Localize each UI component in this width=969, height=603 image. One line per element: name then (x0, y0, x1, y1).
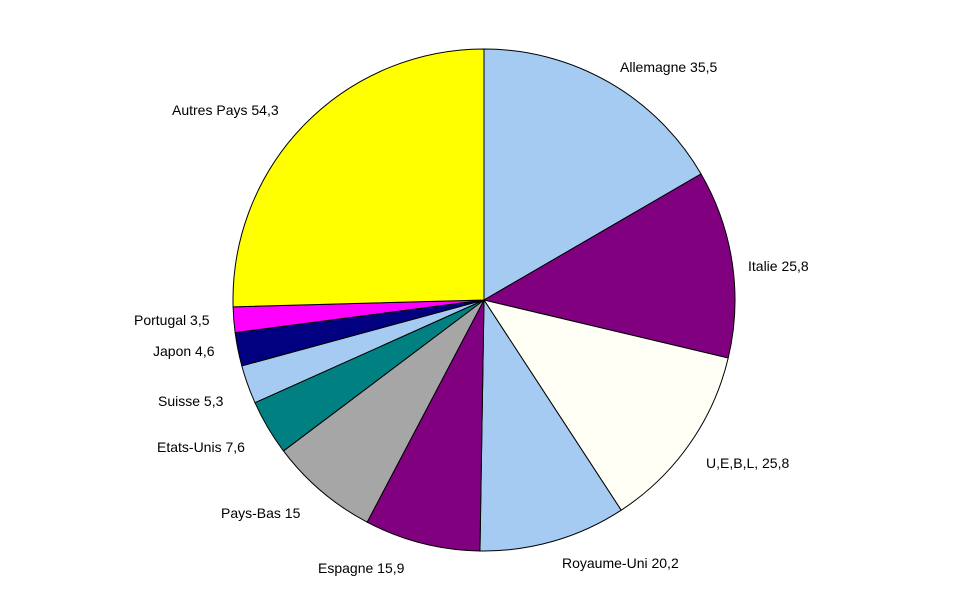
pie-label-etats-unis: Etats-Unis 7,6 (157, 439, 245, 455)
pie-slice-autres-pays (232, 48, 485, 308)
pie-slice-espagne (366, 299, 485, 552)
pie-slices (232, 48, 736, 552)
pie-label-suisse: Suisse 5,3 (158, 393, 224, 409)
pie-label-u-e-b-l: U,E,B,L, 25,8 (706, 455, 789, 471)
pie-slice-italie (483, 173, 736, 359)
pie-slice-u-e-b-l (483, 299, 729, 511)
pie-label-autres-pays: Autres Pays 54,3 (172, 102, 279, 118)
pie-label-japon: Japon 4,6 (153, 343, 215, 359)
pie-label-pays-bas: Pays-Bas 15 (221, 505, 301, 521)
pie-slice-allemagne (483, 48, 702, 301)
pie-slice-royaume-uni (479, 299, 622, 552)
pie-slice-pays-bas (282, 299, 485, 523)
pie-label-allemagne: Allemagne 35,5 (620, 59, 718, 75)
pie-label-royaume-uni: Royaume-Uni 20,2 (562, 555, 679, 571)
pie-label-italie: Italie 25,8 (748, 258, 809, 274)
pie-label-espagne: Espagne 15,9 (318, 560, 405, 576)
pie-label-portugal: Portugal 3,5 (134, 312, 210, 328)
pie-labels: Allemagne 35,5 Italie 25,8 U,E,B,L, 25,8 Ro… (134, 59, 809, 576)
